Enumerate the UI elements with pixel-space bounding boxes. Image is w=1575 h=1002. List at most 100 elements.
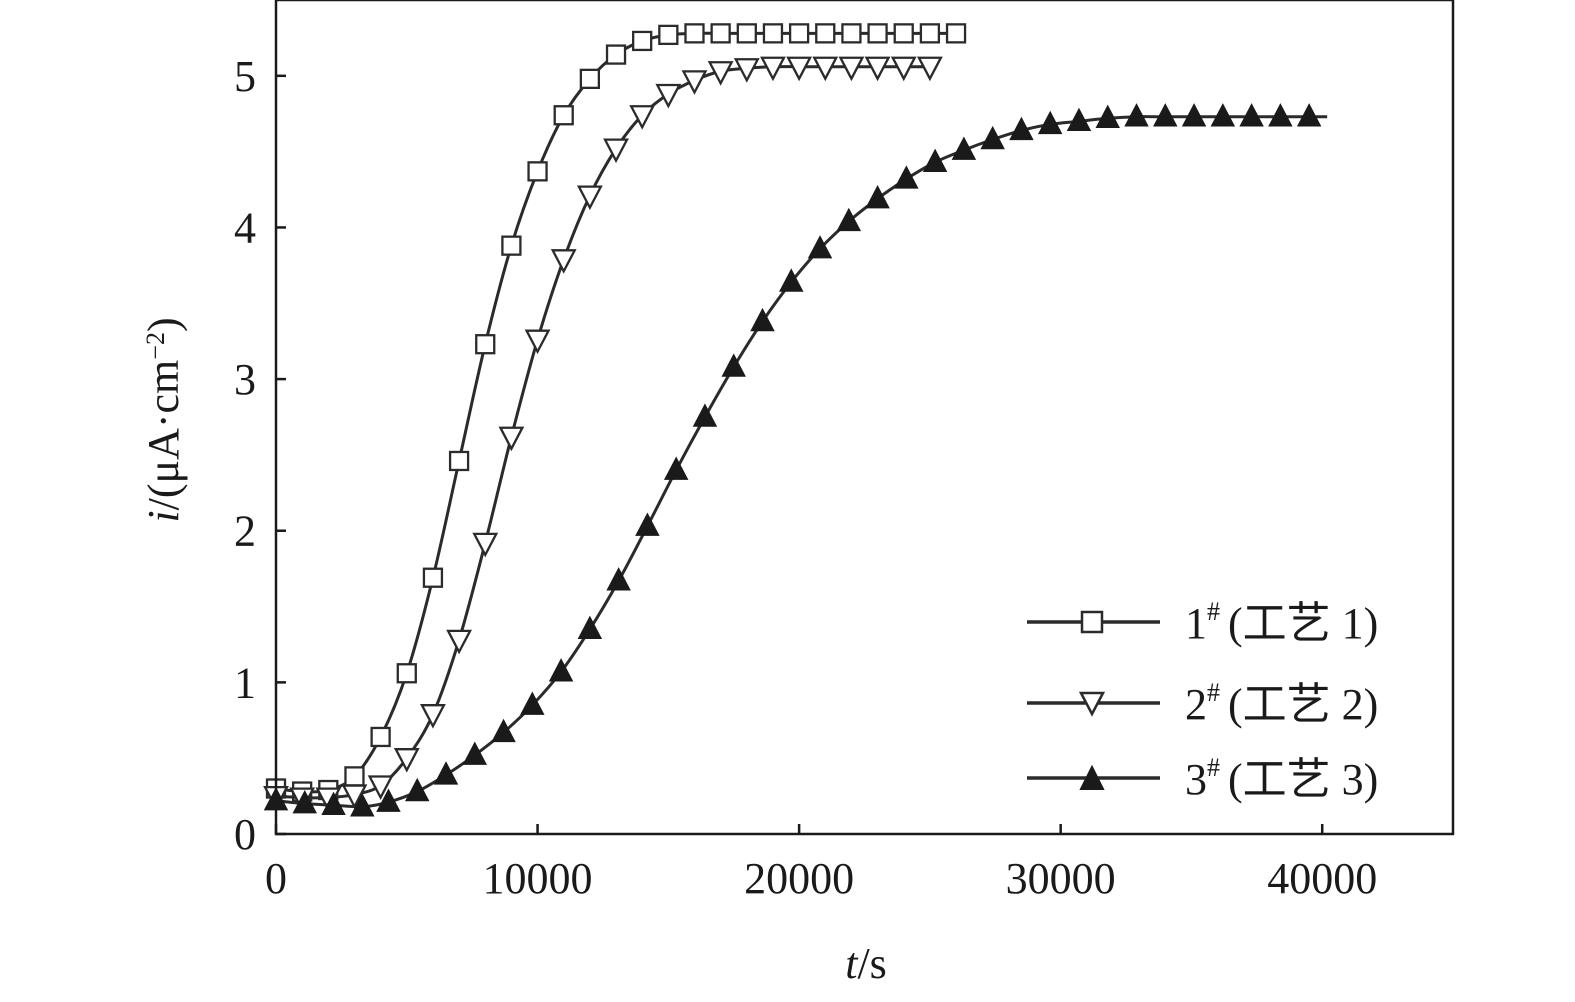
- data-point-series-2: [629, 105, 656, 130]
- data-point-series-2: [550, 249, 577, 274]
- legend-num-1: 1: [1185, 599, 1207, 648]
- x-axis-title: t/s: [845, 939, 887, 988]
- legend-text-2: (工艺 2): [1228, 680, 1378, 729]
- data-point-series-3: [1296, 103, 1322, 127]
- plot-area: [263, 23, 1328, 817]
- data-point-series-3: [321, 791, 346, 815]
- data-point-series-2: [707, 61, 734, 86]
- data-point-series-3: [433, 761, 459, 785]
- y-axis-unit-exponent: −2: [141, 332, 170, 360]
- legend-sup-1: #: [1207, 597, 1220, 626]
- x-axis: 0 10000 20000 30000 40000: [265, 824, 1377, 903]
- data-point-series-3: [1239, 103, 1264, 127]
- data-point-series-1: [788, 23, 810, 44]
- data-point-series-1: [501, 235, 522, 256]
- y-tick-label: 1: [234, 658, 256, 707]
- data-point-series-1: [396, 663, 417, 684]
- data-point-series-1: [475, 334, 496, 355]
- data-point-series-2: [838, 56, 865, 82]
- data-point-series-3: [779, 268, 804, 292]
- data-point-series-2: [733, 58, 760, 83]
- data-point-series-2: [576, 185, 603, 211]
- series-line-2: [275, 65, 934, 800]
- x-tick-label: 20000: [744, 854, 854, 903]
- data-point-series-2: [472, 532, 499, 558]
- x-tick-label: 0: [265, 854, 287, 903]
- data-point-series-3: [836, 207, 862, 232]
- data-point-series-3: [922, 148, 948, 173]
- data-point-series-1: [893, 23, 914, 44]
- y-tick-label: 4: [234, 203, 256, 252]
- x-axis-unit: /s: [857, 939, 886, 988]
- data-point-series-2: [603, 138, 629, 164]
- data-point-series-3: [721, 353, 746, 377]
- data-point-series-3: [606, 567, 631, 591]
- legend-label-3: 3# (工艺 3): [1185, 753, 1378, 804]
- y-axis-unit-close: ): [139, 317, 188, 332]
- data-point-series-2: [341, 784, 368, 810]
- y-tick-label: 3: [234, 355, 256, 404]
- x-axis-var: t: [845, 939, 859, 988]
- data-point-series-2: [786, 56, 813, 82]
- data-point-series-2: [420, 704, 446, 729]
- legend-marker-square: [1080, 610, 1104, 634]
- y-tick-label: 0: [234, 810, 256, 859]
- data-point-series-2: [760, 56, 786, 82]
- data-point-series-1: [632, 30, 653, 52]
- data-point-series-3: [1124, 103, 1149, 127]
- data-point-series-3: [520, 691, 545, 715]
- data-point-series-3: [663, 456, 689, 480]
- data-point-series-1: [553, 105, 574, 126]
- legend-sup-3: #: [1207, 753, 1220, 782]
- legend-marker-triangle-down: [1078, 691, 1106, 717]
- data-point-series-1: [841, 23, 862, 44]
- data-point-series-3: [750, 307, 775, 332]
- data-point-series-1: [658, 24, 679, 46]
- data-point-series-2: [498, 426, 525, 452]
- data-point-series-3: [951, 136, 977, 160]
- data-point-series-3: [491, 718, 516, 743]
- data-point-series-3: [462, 741, 488, 765]
- legend-marker-triangle-up: [1079, 764, 1105, 790]
- data-point-series-1: [422, 567, 444, 588]
- legend-label-2: 2# (工艺 2): [1185, 678, 1378, 729]
- data-point-series-3: [865, 185, 890, 209]
- legend-item-3: 3# (工艺 3): [1027, 753, 1378, 804]
- svg-text:i/(μA·cm−2): i/(μA·cm−2): [139, 317, 188, 522]
- data-point-series-3: [405, 777, 430, 802]
- data-point-series-3: [635, 512, 660, 536]
- data-point-series-3: [1066, 107, 1092, 132]
- data-point-series-3: [1095, 104, 1120, 129]
- data-point-series-3: [292, 790, 318, 814]
- data-point-series-2: [864, 56, 891, 82]
- y-axis-title: i/(μA·cm−2): [139, 317, 188, 522]
- legend-text-3: (工艺 3): [1228, 755, 1378, 804]
- x-tick-label: 30000: [1006, 854, 1116, 903]
- data-point-series-3: [350, 793, 375, 817]
- data-point-series-1: [605, 44, 627, 65]
- data-point-series-3: [980, 125, 1005, 150]
- data-point-series-3: [1268, 103, 1293, 127]
- data-point-series-3: [1181, 103, 1207, 127]
- data-point-series-3: [548, 658, 574, 682]
- data-point-series-1: [527, 161, 548, 182]
- plot-frame: [274, 0, 1455, 836]
- data-point-series-2: [393, 748, 420, 773]
- data-point-series-2: [916, 56, 943, 82]
- data-point-series-2: [681, 70, 708, 95]
- legend: 1# (工艺 1) 2# (工艺 2) 3# (工艺 3): [1027, 597, 1378, 804]
- data-point-series-3: [376, 788, 401, 812]
- data-point-series-1: [448, 450, 470, 472]
- data-point-series-3: [577, 615, 603, 640]
- data-point-series-1: [945, 23, 967, 44]
- data-point-series-3: [1210, 103, 1236, 127]
- data-point-series-2: [890, 56, 917, 82]
- data-point-series-2: [446, 629, 472, 655]
- legend-text-1: (工艺 1): [1228, 599, 1378, 648]
- data-point-series-3: [692, 403, 718, 427]
- y-axis-unit: /(μA·cm: [139, 360, 188, 511]
- data-point-series-1: [919, 23, 941, 44]
- legend-item-2: 2# (工艺 2): [1027, 678, 1378, 729]
- legend-item-1: 1# (工艺 1): [1027, 597, 1378, 648]
